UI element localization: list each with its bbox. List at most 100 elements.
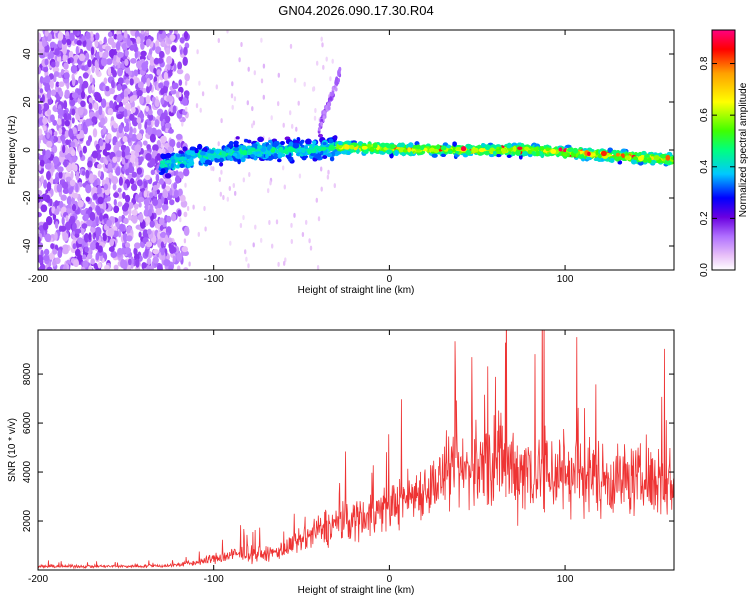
spectrogram-cell xyxy=(334,151,342,155)
spectrogram-cell xyxy=(484,150,490,156)
spectrogram-cell xyxy=(131,214,138,224)
spectrogram-cell xyxy=(56,55,62,63)
spectrogram-cell xyxy=(45,149,51,159)
spectrogram-cell xyxy=(176,33,181,40)
spectrogram-cell xyxy=(93,262,98,269)
spectrogram-cell xyxy=(139,156,144,163)
spectrogram-cell xyxy=(80,209,88,216)
spectrogram-cell xyxy=(89,173,94,181)
spectrogram-cell xyxy=(402,149,408,153)
spectrogram-cell xyxy=(465,149,472,156)
spectrogram-cell xyxy=(65,215,69,222)
x-tick-label: -100 xyxy=(204,574,224,585)
spectrogram-cell xyxy=(232,152,238,157)
spectrogram-cell xyxy=(179,163,185,168)
spectrogram-cell xyxy=(419,145,425,151)
spectrogram-cell xyxy=(148,109,153,116)
spectrogram-cell xyxy=(565,144,572,149)
spectrogram-cell xyxy=(63,72,70,80)
spectrogram-cell xyxy=(228,149,233,154)
spectrogram-cell xyxy=(260,78,264,84)
spectrogram-cell xyxy=(85,169,90,179)
spectrogram-cell xyxy=(71,92,79,99)
spectrogram-cell xyxy=(134,144,142,154)
spectrogram-cell xyxy=(597,153,602,159)
spectrogram-cell xyxy=(135,258,140,268)
spectrogram-cell xyxy=(198,80,201,86)
spectrogram-cell xyxy=(346,151,351,155)
spectrogram-cell xyxy=(125,78,130,86)
spectrogram-cell xyxy=(87,253,93,260)
spectrogram-cell xyxy=(618,156,623,161)
spectrogram-cell xyxy=(129,96,134,104)
spectrogram-cell xyxy=(105,85,110,92)
spectrogram-cell xyxy=(157,231,161,240)
spectrogram-cell xyxy=(129,153,136,164)
spectrogram-cell xyxy=(144,248,149,257)
spectrogram-cell xyxy=(76,40,82,46)
spectrogram-cell xyxy=(125,168,130,176)
spectrogram-cell xyxy=(115,150,122,158)
spectrogram-cell xyxy=(506,154,512,158)
spectrogram-cell xyxy=(81,223,88,229)
spectrogram-cell xyxy=(247,66,250,72)
spectrogram-cell xyxy=(321,147,327,151)
spectrogram-cell xyxy=(108,246,115,253)
spectrogram-cell xyxy=(72,30,78,36)
spectrogram-cell xyxy=(226,155,232,160)
spectrogram-cell xyxy=(146,77,151,87)
spectrogram-cell xyxy=(152,144,159,152)
spectrogram-cell xyxy=(232,183,235,188)
spectrogram-cell xyxy=(39,75,44,84)
spectrogram-cell xyxy=(251,106,254,112)
spectrogram-cell xyxy=(248,172,251,177)
spectrogram-cell xyxy=(182,146,188,152)
spectrogram-cell xyxy=(113,264,119,270)
spectrogram-cell xyxy=(112,156,118,163)
spectrogram-cell xyxy=(38,254,44,263)
spectrogram-cell xyxy=(77,123,82,132)
spectrogram-cell xyxy=(436,144,441,150)
spectrogram-cell xyxy=(68,50,74,58)
spectrogram-cell xyxy=(133,203,139,210)
spectrogram-cell xyxy=(86,41,92,51)
spectrogram-cell xyxy=(105,45,111,51)
spectrogram-cell xyxy=(117,67,123,77)
spectrogram-cell xyxy=(329,156,335,162)
spectrogram-cell xyxy=(271,142,279,148)
spectrogram-cell xyxy=(173,182,178,190)
spectrogram-cell xyxy=(262,94,265,100)
spectrogram-cell xyxy=(293,77,297,83)
spectrogram-cell xyxy=(478,147,485,153)
spectrogram-cell xyxy=(215,148,220,155)
spectrogram-cell xyxy=(175,133,183,140)
spectrogram-cell xyxy=(90,226,96,233)
spectrogram-cell xyxy=(68,128,74,138)
spectrogram-cell xyxy=(267,188,270,194)
spectrogram-cell xyxy=(175,164,181,169)
spectrogram-cell xyxy=(54,176,60,184)
spectrogram-cell xyxy=(71,203,77,212)
spectrogram-cell xyxy=(562,152,568,157)
y-tick-label: 8000 xyxy=(22,363,33,386)
colorbar-tick-label: 0.0 xyxy=(699,263,710,277)
colorbar-tick-label: 0.6 xyxy=(699,108,710,122)
spectrogram-cell xyxy=(369,146,375,151)
spectrogram-cell xyxy=(62,144,66,154)
spectrogram-cell xyxy=(169,244,175,254)
spectrogram-cell xyxy=(322,110,326,115)
spectrogram-cell xyxy=(148,48,153,55)
spectrogram-cell xyxy=(95,143,101,150)
spectrogram-cell xyxy=(103,77,108,85)
spectrogram-cell xyxy=(171,82,179,90)
spectrogram-cell xyxy=(58,171,63,179)
spectrogram-cell xyxy=(170,213,177,222)
spectrogram-cell xyxy=(247,139,252,144)
spectrogram-cell xyxy=(55,220,59,229)
spectrogram-cell xyxy=(38,32,42,41)
spectrogram-cell xyxy=(316,60,319,66)
spectrogram-cell xyxy=(79,150,83,158)
spectrogram-cell xyxy=(63,264,67,270)
spectrogram-cell xyxy=(54,208,60,216)
spectrogram-cell xyxy=(113,199,117,206)
